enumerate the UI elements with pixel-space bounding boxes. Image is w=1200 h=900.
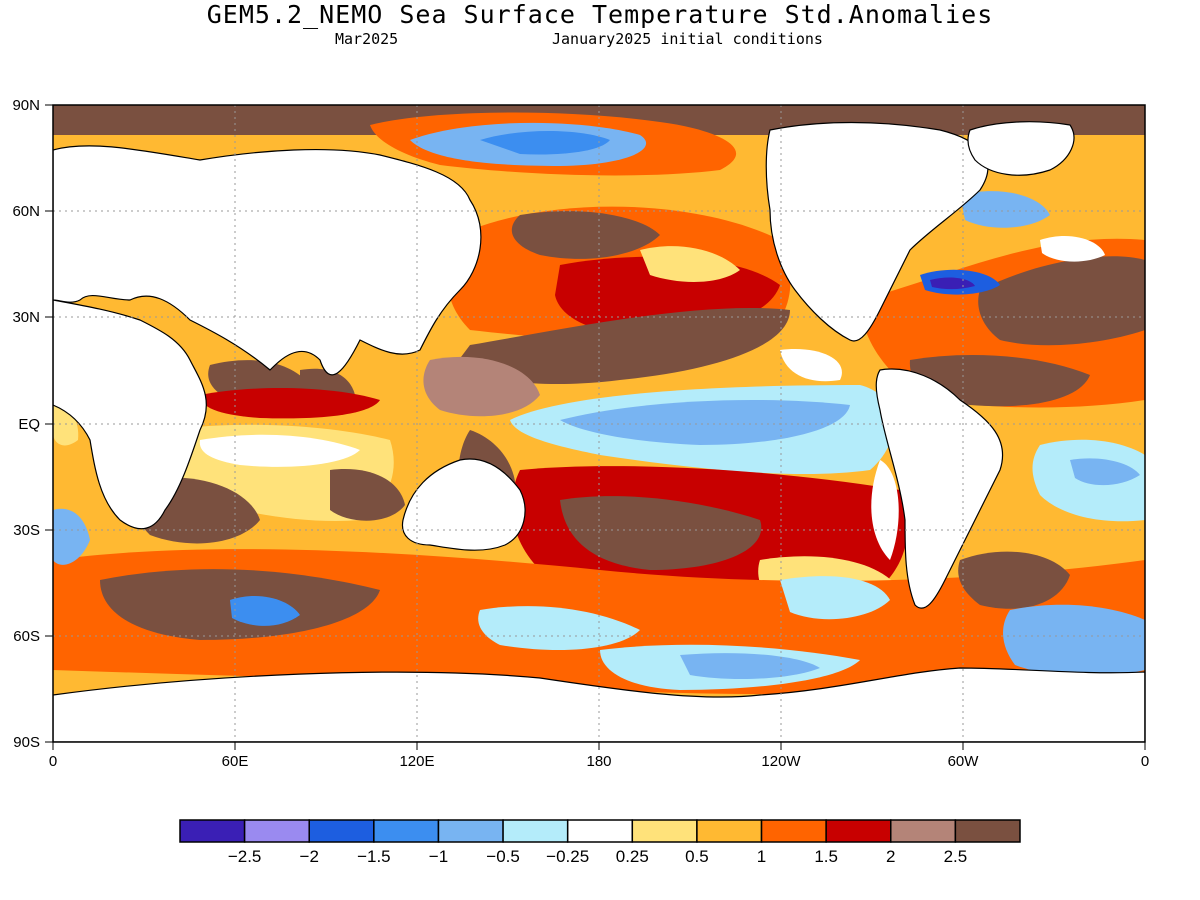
lon-tick-60w: 60W — [948, 753, 980, 770]
colorbar-label: −2.5 — [228, 847, 262, 866]
colorbar-swatch — [308, 819, 375, 843]
colorbar-swatch — [825, 819, 892, 843]
colorbar-swatch — [566, 819, 634, 843]
colorbar-label: −0.5 — [486, 847, 520, 866]
chart-title: GEM5.2_NEMO Sea Surface Temperature Std.… — [206, 0, 994, 29]
tick-marks — [45, 104, 1146, 750]
colorbar-label: −1.5 — [357, 847, 391, 866]
colorbar-swatch — [890, 819, 957, 843]
colorbar-swatch — [373, 819, 440, 843]
lat-tick-60n: 60N — [12, 203, 40, 220]
colorbar-swatch — [760, 819, 827, 843]
colorbar-label: −0.25 — [546, 847, 589, 866]
southeast-pacific-cool — [780, 576, 890, 620]
colorbar-swatch — [631, 819, 698, 843]
argentine-basin-strong — [958, 551, 1070, 609]
north-indian-warm-band — [200, 388, 380, 419]
north-atlantic-strong — [978, 256, 1145, 346]
colorbar-swatch — [179, 819, 246, 843]
gulf-stream-cool-core — [930, 277, 975, 290]
indian-ocean-neutral — [199, 434, 360, 467]
west-australia-strong — [330, 469, 405, 521]
lon-tick-120w: 120W — [761, 753, 801, 770]
eurasia — [53, 145, 482, 376]
colorbar-label: 1.5 — [814, 847, 838, 866]
weddell-sea-cool — [1003, 604, 1145, 677]
lon-tick-0-left: 0 — [49, 753, 57, 770]
colorbar-label: 0.5 — [685, 847, 709, 866]
labrador-sea-cool — [960, 191, 1050, 228]
lat-tick-90n: 90N — [12, 97, 40, 114]
lon-tick-180: 180 — [586, 753, 611, 770]
west-pacific-warm-pool — [423, 356, 540, 417]
north-america — [765, 121, 989, 342]
arctic-cool-core — [480, 131, 610, 155]
greenland — [967, 121, 1075, 176]
gulf-of-guinea-weak — [53, 400, 79, 446]
colorbar-label: 0.25 — [616, 847, 649, 866]
colorbar-label: 1 — [757, 847, 766, 866]
lon-tick-60e: 60E — [222, 753, 249, 770]
colorbar-swatch — [696, 819, 763, 843]
lon-tick-0-right: 0 — [1141, 753, 1149, 770]
colorbar-swatch — [502, 819, 569, 843]
lat-tick-eq: EQ — [18, 416, 40, 433]
colorbar-swatch — [954, 819, 1021, 843]
colorbar-label: 2 — [886, 847, 895, 866]
south-atlantic-cool-core — [1070, 458, 1140, 486]
south-atlantic-east-cool — [53, 508, 90, 565]
peru-coast-neutral — [871, 460, 899, 560]
lat-tick-30n: 30N — [12, 309, 40, 326]
colorbar-swatch — [437, 819, 504, 843]
australia — [401, 458, 526, 551]
north-pacific-weak — [640, 246, 740, 282]
valid-month-label: Mar2025 — [335, 30, 399, 48]
south-america — [875, 368, 1004, 609]
north-pacific-strong-1 — [511, 211, 660, 259]
colorbar-label: −1 — [429, 847, 448, 866]
lon-tick-120e: 120E — [399, 753, 434, 770]
africa — [53, 299, 207, 530]
lat-tick-90s: 90S — [13, 734, 40, 751]
colorbar: −2.5 −2 −1.5 −1 −0.5 −0.25 0.25 0.5 1 1.5 2 2.5 — [179, 819, 1021, 866]
graticule — [53, 105, 1145, 742]
colorbar-label: 2.5 — [944, 847, 968, 866]
tasman-cool — [478, 606, 640, 650]
tropical-north-atlantic-strong — [909, 355, 1090, 407]
init-conditions-label: January2025 initial conditions — [552, 30, 823, 48]
colorbar-label: −2 — [300, 847, 319, 866]
lat-tick-60s: 60S — [13, 628, 40, 645]
subtropical-pacific-strong — [455, 308, 790, 385]
lat-tick-30s: 30S — [13, 522, 40, 539]
ross-sea-cool-core — [680, 653, 820, 680]
south-indian-cool-spot — [230, 595, 300, 626]
equatorial-pacific-cool-core — [560, 400, 850, 445]
east-pacific-neutral — [780, 349, 842, 382]
colorbar-swatch — [243, 819, 310, 843]
mid-atlantic-neutral — [1040, 235, 1105, 262]
south-pacific-strong — [560, 496, 762, 570]
